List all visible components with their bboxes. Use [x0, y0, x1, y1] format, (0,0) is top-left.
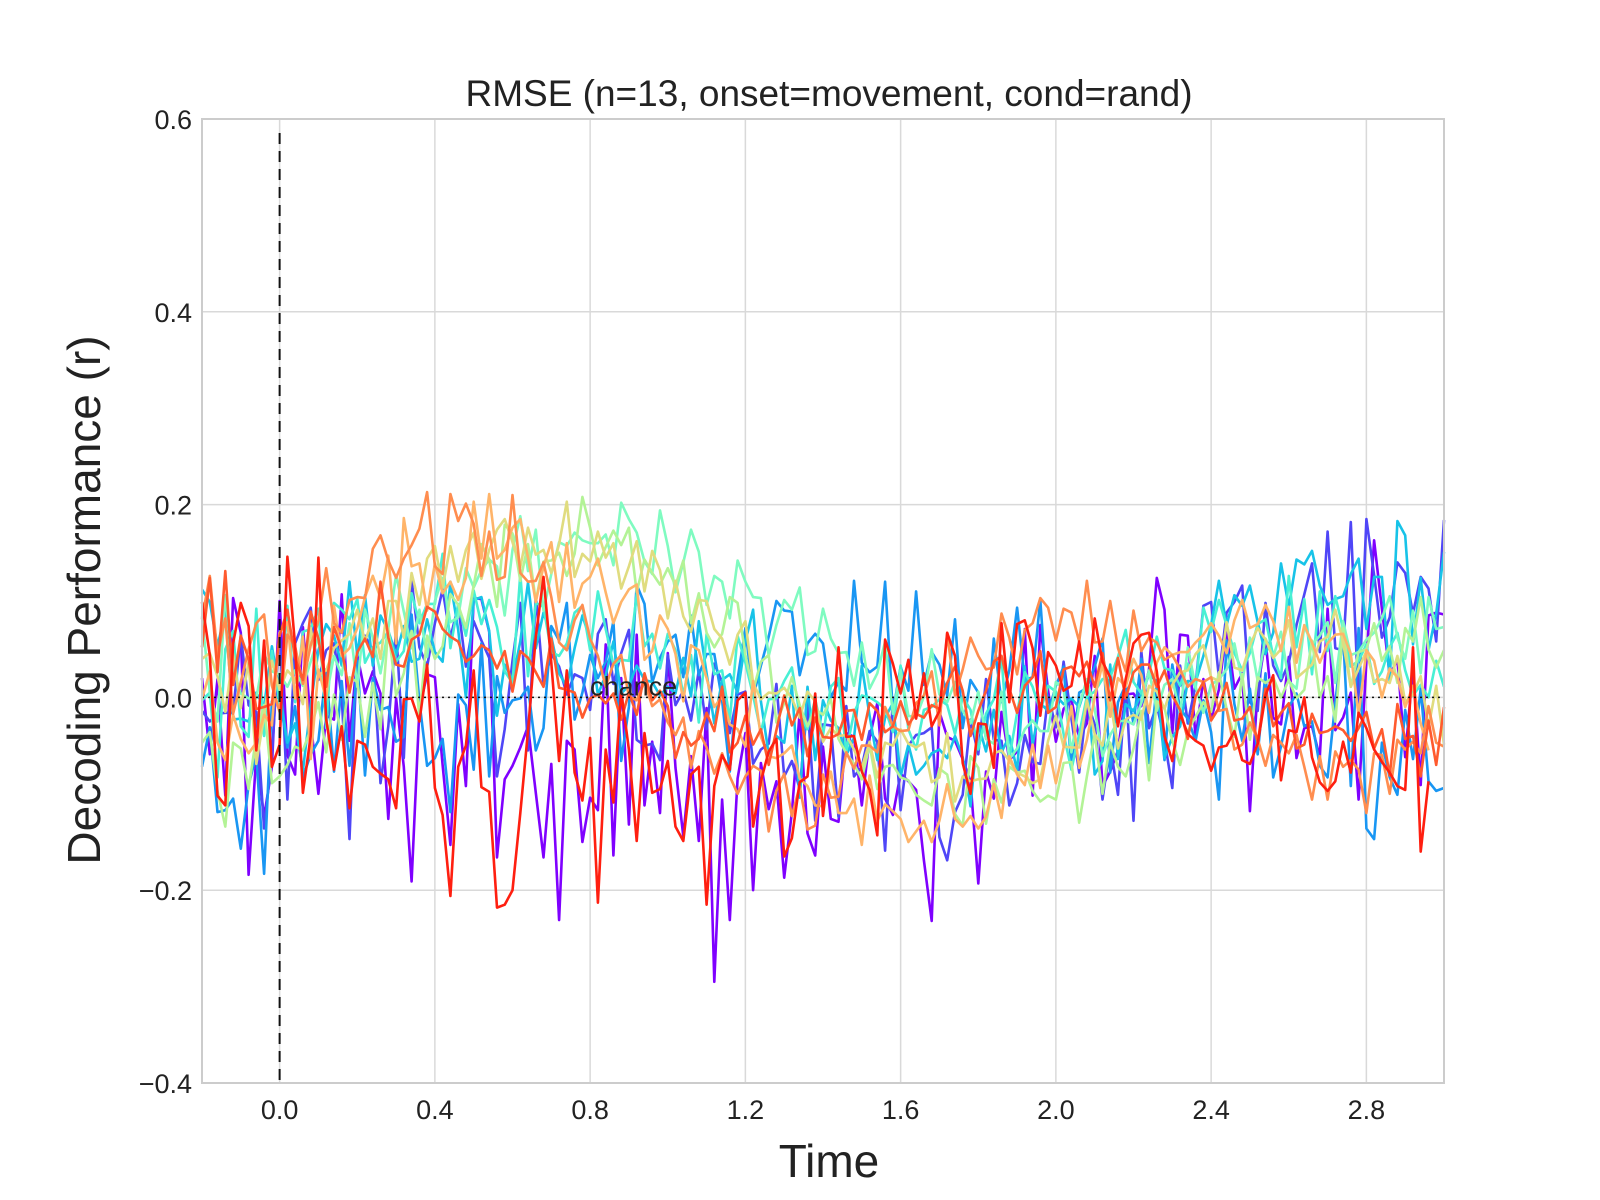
- x-tick-label: 0.0: [261, 1095, 299, 1125]
- series-line-11: [200, 569, 1446, 778]
- plot-frame: [201, 118, 1445, 1084]
- series-line-12: [200, 555, 1430, 909]
- y-tick-label: −0.4: [139, 1069, 192, 1099]
- y-tick-label: 0.4: [154, 298, 192, 328]
- chart-title: RMSE (n=13, onset=movement, cond=rand): [465, 73, 1192, 114]
- chance-annotation: chance: [590, 671, 677, 701]
- x-axis-label: Time: [779, 1135, 880, 1187]
- x-tick-label: 2.4: [1192, 1095, 1230, 1125]
- tick-labels: 0.0 0.4 0.8 1.2 1.6 2.0 2.4 2.8 −0.4 −0.2 0.0 0.2 0.…: [139, 105, 1385, 1125]
- reference-lines: [202, 133, 1444, 1083]
- x-tick-label: 2.0: [1037, 1095, 1075, 1125]
- series-line-9: [200, 492, 1430, 847]
- series-line-1: [200, 538, 1445, 984]
- series-lines: [200, 490, 1446, 984]
- x-tick-label: 1.6: [882, 1095, 920, 1125]
- series-line-6: [200, 501, 1445, 761]
- series-line-10: [200, 490, 1445, 833]
- y-tick-label: 0.2: [154, 491, 192, 521]
- x-tick-label: 2.8: [1348, 1095, 1386, 1125]
- y-tick-label: 0.6: [154, 105, 192, 135]
- x-tick-label: 0.4: [416, 1095, 454, 1125]
- series-line-8: [201, 500, 1446, 803]
- annotations: chance: [590, 671, 677, 701]
- y-axis-label: Decoding Performance (r): [58, 335, 110, 864]
- y-tick-label: −0.2: [139, 876, 192, 906]
- y-tick-label: 0.0: [154, 683, 192, 713]
- x-tick-label: 1.2: [727, 1095, 765, 1125]
- x-tick-label: 0.8: [571, 1095, 609, 1125]
